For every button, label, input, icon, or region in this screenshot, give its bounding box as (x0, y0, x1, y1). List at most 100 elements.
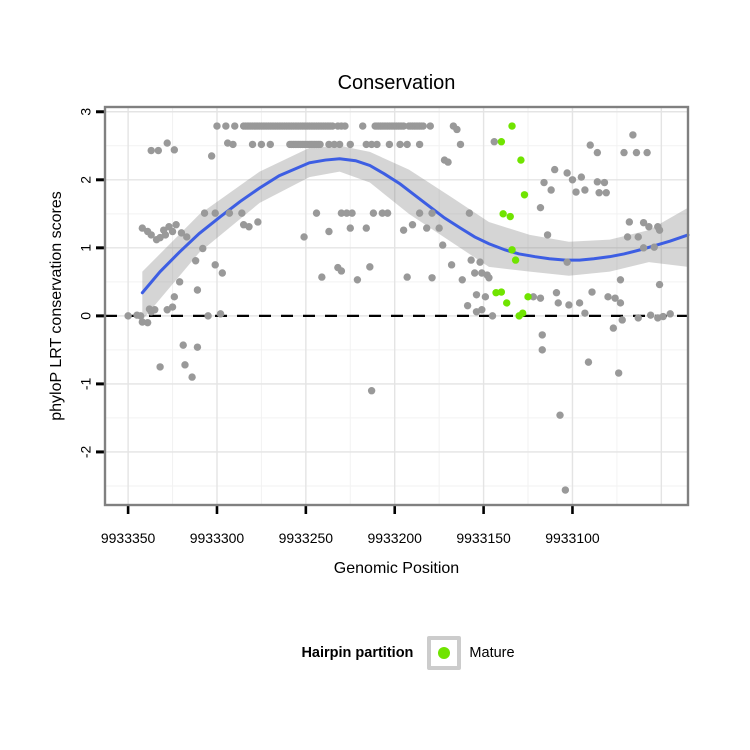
data-point-other (312, 209, 321, 217)
data-point-other (614, 369, 623, 377)
data-point-other (222, 122, 230, 130)
data-point-other (175, 278, 184, 286)
data-point-other (188, 373, 196, 381)
data-point-other (428, 209, 436, 217)
data-point-other (179, 341, 187, 349)
data-point-other (353, 276, 362, 284)
data-point-other (147, 231, 155, 239)
data-point-other (529, 293, 538, 301)
data-point-other (138, 224, 147, 232)
legend-title: Hairpin partition (301, 645, 414, 661)
data-point-other (193, 286, 202, 294)
data-point-mature (506, 212, 514, 221)
data-point-mature (524, 293, 532, 301)
data-point-other (595, 189, 603, 197)
data-point-other (616, 276, 625, 284)
data-point-other (618, 316, 626, 324)
data-point-other (156, 363, 164, 371)
data-point-other (325, 227, 333, 236)
data-point-other (163, 139, 171, 147)
data-point-other (330, 140, 338, 149)
data-point-other (199, 244, 207, 253)
data-point-other (168, 227, 177, 236)
data-point-other (225, 209, 234, 217)
y-tick-label: 2 (78, 176, 94, 184)
data-point-other (383, 209, 392, 217)
data-point-other (229, 140, 237, 149)
data-point-other (154, 146, 163, 155)
data-point-other (366, 263, 374, 271)
data-point-other (245, 223, 253, 231)
legend: Hairpin partition Mature (0, 636, 750, 670)
data-point-other (655, 280, 664, 289)
data-point-other (359, 122, 367, 130)
data-point-other (645, 223, 653, 231)
data-point-other (213, 122, 221, 130)
data-point-other (620, 148, 628, 157)
data-point-other (373, 140, 381, 149)
y-tick-label: -1 (78, 377, 94, 390)
data-point-mature (497, 288, 506, 296)
data-point-other (415, 140, 424, 149)
y-tick-label: 1 (78, 244, 94, 252)
data-point-mature (508, 122, 516, 130)
data-point-other (362, 140, 370, 149)
x-axis-title: Genomic Position (333, 560, 460, 577)
data-point-other (472, 291, 481, 299)
data-point-other (428, 274, 436, 282)
data-point-other (341, 122, 349, 130)
data-point-other (476, 258, 484, 266)
data-point-other (581, 186, 589, 194)
data-point-other (399, 122, 408, 130)
data-point-other (581, 309, 589, 317)
data-point-other (593, 148, 602, 157)
data-point-other (639, 244, 648, 252)
data-point-other (396, 140, 404, 149)
data-point-other (348, 209, 356, 217)
data-point-other (453, 125, 461, 134)
data-point-other (478, 306, 486, 314)
x-tick-label: 9933300 (190, 530, 245, 546)
data-point-other (266, 140, 275, 149)
data-point-other (193, 343, 202, 351)
data-point-other (177, 229, 186, 237)
data-point-other (575, 299, 584, 307)
confidence-band (142, 145, 688, 320)
data-point-other (403, 273, 411, 281)
data-point-other (543, 231, 552, 239)
data-point-other (257, 140, 266, 149)
data-point-other (634, 314, 642, 322)
legend-key-mature-dot-icon (438, 647, 451, 659)
data-point-other (325, 140, 333, 149)
data-point-other (204, 312, 212, 320)
data-point-other (554, 299, 562, 307)
data-point-other (561, 486, 570, 494)
x-tick-label: 9933150 (456, 530, 511, 546)
data-point-other (170, 293, 179, 301)
data-point-other (611, 294, 619, 302)
data-point-other (408, 220, 417, 229)
smooth-line (140, 157, 690, 295)
data-point-other (538, 346, 546, 354)
data-point-other (362, 224, 370, 232)
data-point-other (147, 146, 155, 155)
data-point-other (639, 218, 648, 227)
data-point-other (378, 209, 386, 217)
data-point-other (666, 310, 674, 318)
data-point-other (216, 310, 225, 318)
y-tick-label: 3 (78, 108, 94, 116)
data-point-other (419, 122, 427, 130)
y-tick-label: -2 (78, 445, 94, 458)
data-point-other (629, 131, 637, 139)
data-point-other (643, 148, 651, 157)
data-point-other (423, 224, 431, 232)
data-point-other (485, 274, 493, 282)
data-point-other (650, 243, 658, 251)
data-point-other (181, 361, 189, 369)
data-point-other (604, 293, 612, 301)
legend-label-mature: Mature (469, 645, 515, 661)
data-point-other (143, 318, 152, 327)
data-point-other (170, 146, 179, 154)
data-point-other (456, 140, 465, 149)
